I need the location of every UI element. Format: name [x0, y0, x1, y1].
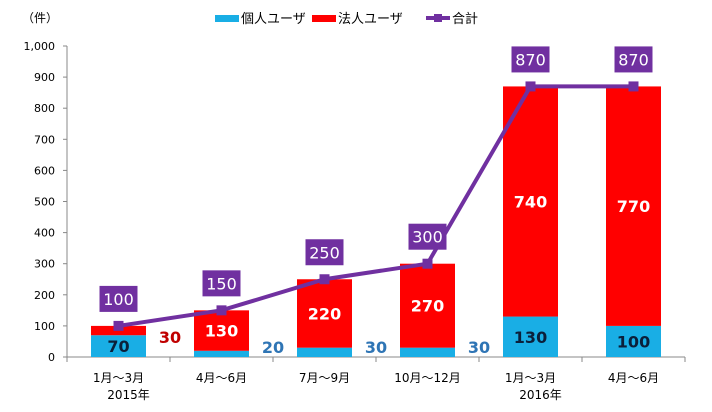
- bar-corporate: [297, 279, 352, 348]
- x-tick-label: 7月～9月: [299, 371, 350, 385]
- data-label-total: 250: [309, 243, 340, 262]
- data-label-corporate: 740: [514, 193, 547, 212]
- data-label-total: 300: [412, 228, 443, 247]
- y-tick-label: 700: [34, 133, 55, 146]
- bar-individual: [503, 316, 558, 357]
- year-label: 2015年: [107, 388, 150, 402]
- x-tick-label: 4月～6月: [196, 371, 247, 385]
- y-tick-label: 800: [34, 102, 55, 115]
- line-marker: [422, 258, 433, 269]
- y-tick-label: 400: [34, 227, 55, 240]
- y-axis-label: （件）: [22, 11, 58, 25]
- y-tick-label: 300: [34, 258, 55, 271]
- data-label-box: [202, 270, 241, 297]
- x-tick-label: 4月～6月: [608, 371, 659, 385]
- bar-individual: [194, 350, 249, 357]
- y-tick-label: 0: [48, 351, 55, 364]
- bar-individual: [297, 347, 352, 357]
- x-tick-label: 1月～3月: [93, 371, 144, 385]
- bar-individual: [91, 335, 146, 357]
- legend-swatch: [312, 15, 336, 22]
- data-label-corporate: 130: [205, 322, 238, 341]
- legend-swatch: [215, 15, 239, 22]
- data-label-corporate: 270: [411, 297, 444, 316]
- data-label-individual: 130: [514, 328, 547, 347]
- data-label-box: [305, 239, 344, 266]
- data-label-individual: 30: [365, 338, 387, 357]
- year-label: 2016年: [519, 388, 562, 402]
- bar-corporate: [503, 86, 558, 317]
- data-label-individual: 70: [107, 337, 129, 356]
- bar-individual: [400, 347, 455, 357]
- data-label-corporate: 770: [617, 197, 650, 216]
- line-total: [118, 84, 634, 328]
- data-label-individual: 20: [262, 338, 284, 357]
- data-label-total: 150: [206, 274, 237, 293]
- data-label-total: 870: [515, 50, 546, 69]
- data-label-individual: 30: [468, 338, 490, 357]
- y-tick-label: 600: [34, 164, 55, 177]
- data-label-total: 870: [618, 50, 649, 69]
- data-label-box: [511, 46, 550, 73]
- bar-corporate: [194, 310, 249, 351]
- legend-label: 法人ユーザ: [338, 12, 403, 27]
- x-tick-label: 10月～12月: [394, 371, 461, 385]
- line-marker: [319, 274, 330, 285]
- line-marker: [525, 81, 536, 92]
- data-label-box: [408, 223, 447, 250]
- y-tick-label: 1,000: [24, 40, 56, 53]
- data-label-corporate: 30: [159, 328, 181, 347]
- y-tick-label: 200: [34, 289, 55, 302]
- y-tick-label: 900: [34, 71, 55, 84]
- y-tick-label: 500: [34, 196, 55, 209]
- legend-marker: [434, 14, 442, 22]
- data-label-box: [614, 46, 653, 73]
- data-label-corporate: 220: [308, 304, 341, 323]
- legend-label: 合計: [452, 11, 478, 27]
- y-tick-label: 100: [34, 320, 55, 333]
- line-marker: [113, 320, 124, 331]
- bar-corporate: [400, 263, 455, 348]
- bar-corporate: [606, 86, 661, 326]
- x-tick-label: 1月～3月: [505, 371, 556, 385]
- bar-individual: [606, 325, 661, 357]
- data-label-individual: 100: [617, 332, 650, 351]
- line-marker: [628, 81, 639, 92]
- line-marker: [216, 305, 227, 316]
- data-label-box: [99, 285, 138, 312]
- data-label-total: 100: [103, 290, 134, 309]
- legend-label: 個人ユーザ: [241, 12, 306, 27]
